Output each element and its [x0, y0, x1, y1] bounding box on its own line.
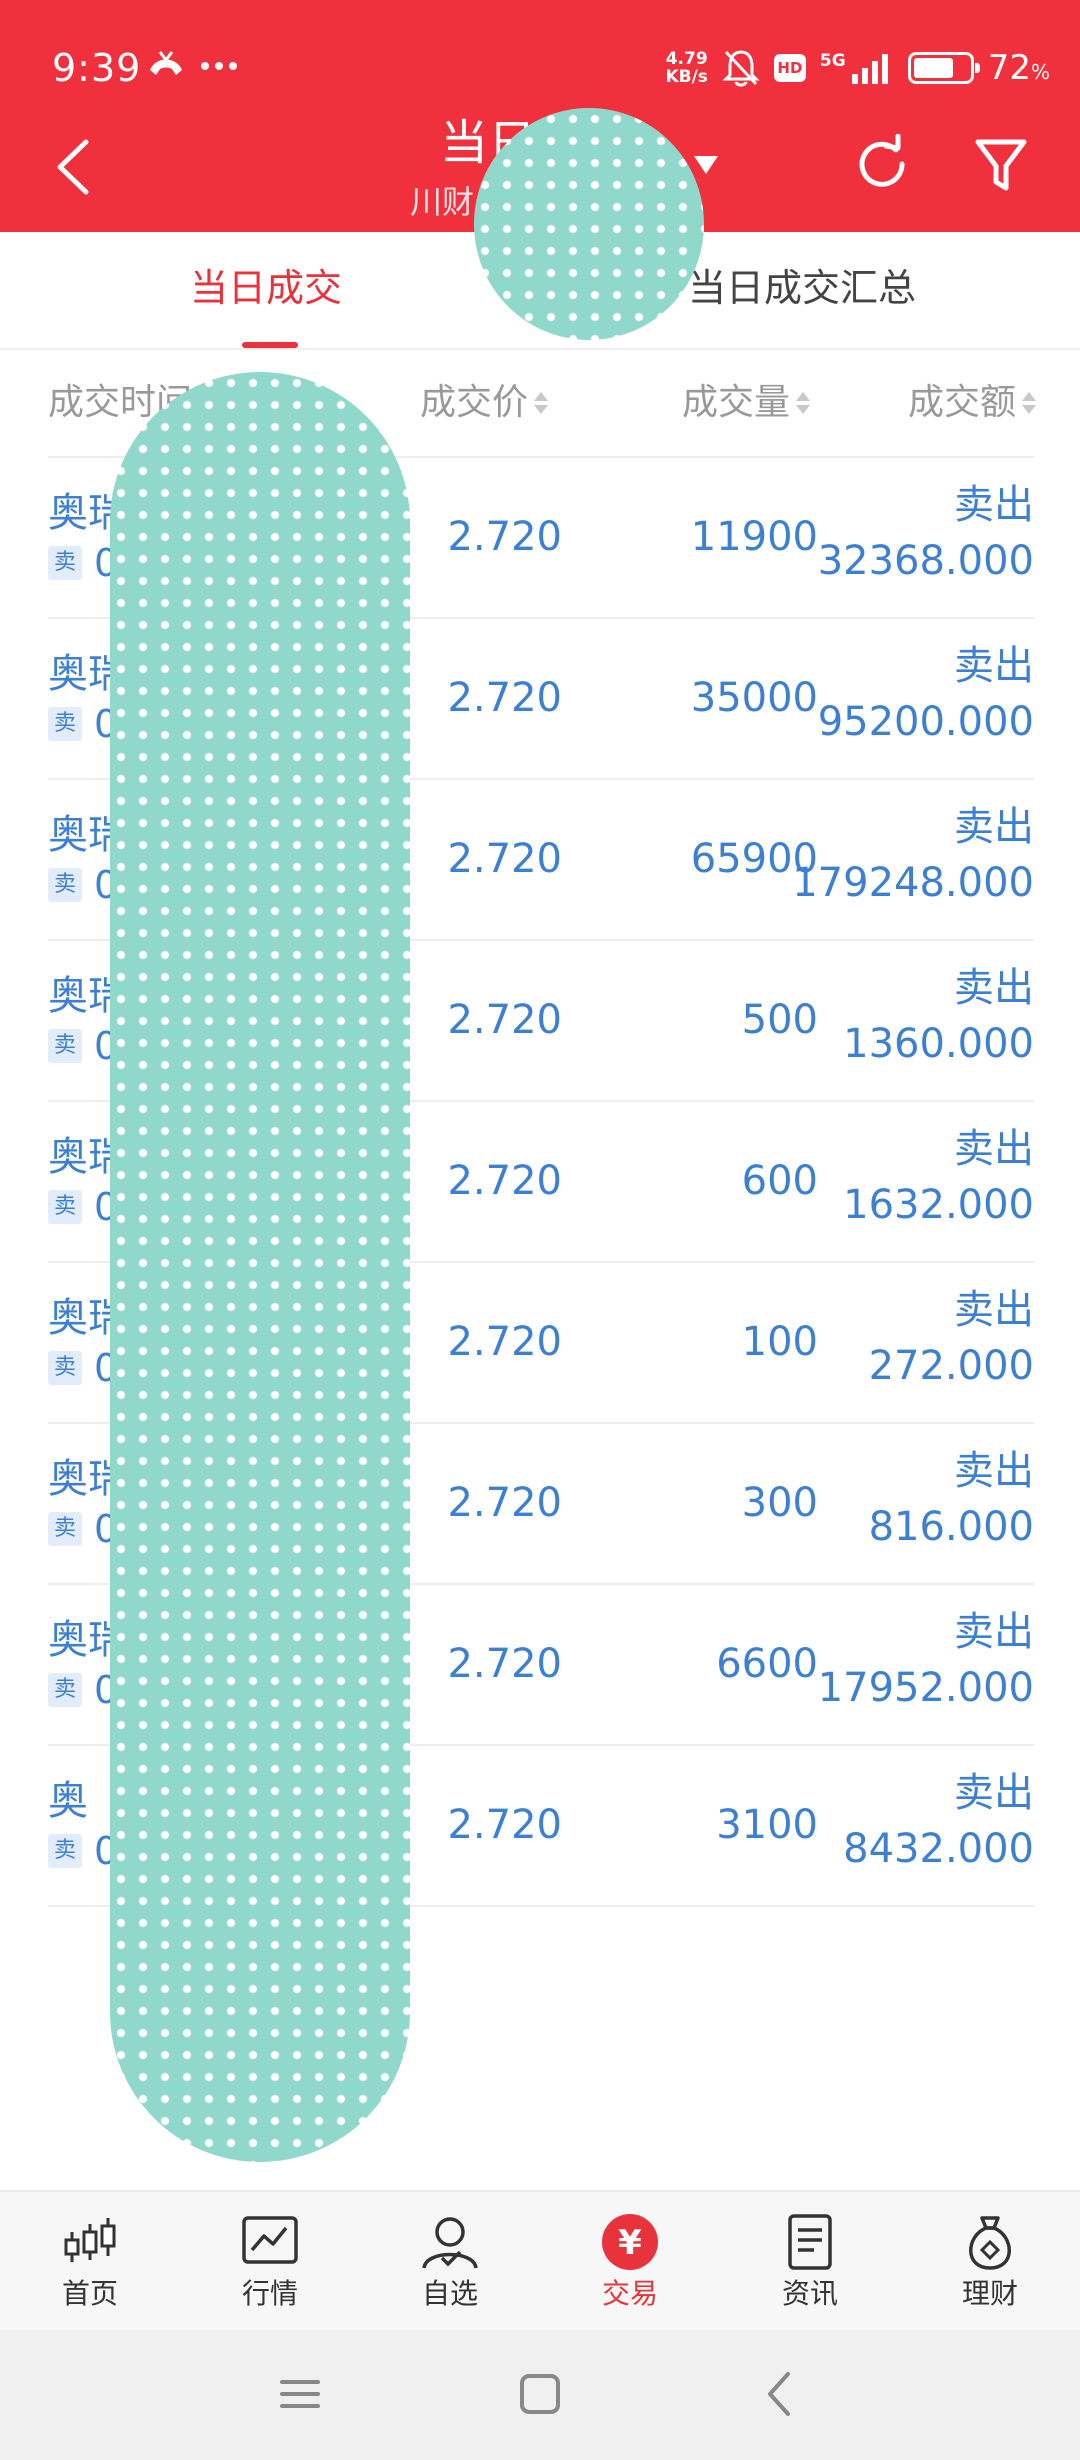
trade-direction: 卖出: [954, 1609, 1034, 1655]
more-dots-icon: [201, 62, 237, 70]
back-arrow-icon[interactable]: [50, 132, 96, 202]
trade-volume: 100: [741, 1319, 818, 1365]
yuan-coin-icon: ¥: [602, 2214, 658, 2270]
candlestick-icon: [64, 2218, 116, 2262]
trade-list: 奥瑞 卖 09 2.720 11900 卖出 32368.000 奥瑞 卖 09…: [48, 458, 1034, 1907]
sort-icon: [534, 392, 548, 414]
sell-badge: 卖: [48, 707, 82, 741]
caret-down-icon: [694, 156, 718, 174]
sell-badge: 卖: [48, 1834, 82, 1868]
trade-price: 2.720: [447, 997, 562, 1043]
tab-daily-summary[interactable]: 当日成交汇总: [688, 266, 917, 310]
redaction-mask: [110, 372, 410, 2162]
trade-price: 2.720: [447, 514, 562, 560]
trade-direction: 卖出: [954, 965, 1034, 1011]
table-row[interactable]: 奥瑞 卖 09 2.720 600 卖出 1632.000: [48, 1102, 1034, 1263]
refresh-icon[interactable]: [852, 134, 912, 194]
bell-muted-icon: [722, 50, 760, 87]
trade-amount: 179248.000: [792, 860, 1034, 906]
column-header-price[interactable]: 成交价: [420, 378, 548, 428]
trade-volume: 65900: [690, 836, 818, 882]
trade-amount: 95200.000: [817, 699, 1034, 745]
trade-volume: 35000: [690, 675, 818, 721]
nav-market[interactable]: 行情: [210, 2212, 330, 2312]
nav-watchlist[interactable]: 自选: [390, 2212, 510, 2312]
sort-icon: [1022, 392, 1036, 414]
account-subtitle: 川财: [410, 183, 475, 221]
nav-trade[interactable]: ¥ 交易: [570, 2212, 690, 2312]
table-row[interactable]: 奥瑞 卖 0 2.720 6600 卖出 17952.000: [48, 1585, 1034, 1746]
trade-volume: 6600: [716, 1641, 818, 1687]
sell-badge: 卖: [48, 546, 82, 580]
trade-volume: 3100: [716, 1802, 818, 1848]
battery-percent: 72%: [987, 48, 1050, 88]
clock: 9:39: [52, 46, 142, 90]
trade-price: 2.720: [447, 1158, 562, 1204]
trade-direction: 卖出: [954, 1448, 1034, 1494]
sell-badge: 卖: [48, 1351, 82, 1385]
trade-volume: 300: [741, 1480, 818, 1526]
trade-amount: 8432.000: [843, 1826, 1034, 1872]
money-bag-icon: [969, 2216, 1011, 2270]
column-header-volume[interactable]: 成交量: [682, 378, 810, 428]
filter-icon[interactable]: [972, 134, 1030, 196]
trade-amount: 32368.000: [817, 538, 1034, 584]
trade-amount: 17952.000: [817, 1665, 1034, 1711]
nav-home[interactable]: 首页: [30, 2212, 150, 2312]
back-icon[interactable]: [750, 2364, 810, 2424]
table-row[interactable]: 奥瑞 卖 09 2.720 35000 卖出 95200.000: [48, 619, 1034, 780]
table-row[interactable]: 奥瑞 卖 09 2.720 300 卖出 816.000: [48, 1424, 1034, 1585]
sell-badge: 卖: [48, 1673, 82, 1707]
trade-direction: 卖出: [954, 643, 1034, 689]
trade-volume: 600: [741, 1158, 818, 1204]
news-document-icon: [788, 2214, 832, 2270]
status-indicators: 4.79 KB/s HD 5G 72%: [665, 44, 1050, 92]
battery-icon: [907, 52, 980, 84]
market-chart-icon: [242, 2216, 298, 2264]
sell-badge: 卖: [48, 868, 82, 902]
trade-amount: 272.000: [868, 1343, 1034, 1389]
trade-amount: 1360.000: [843, 1021, 1034, 1067]
hd-badge: HD: [773, 54, 806, 82]
trade-volume: 500: [741, 997, 818, 1043]
bottom-nav: 首页 行情 自选 ¥ 交易 资讯: [0, 2190, 1080, 2330]
trade-price: 2.720: [447, 1802, 562, 1848]
call-icon: [150, 51, 182, 75]
sell-badge: 卖: [48, 1190, 82, 1224]
trade-price: 2.720: [447, 1480, 562, 1526]
battery-level: [913, 58, 953, 78]
table-row[interactable]: 奥瑞 卖 09 2.720 65900 卖出 179248.000: [48, 780, 1034, 941]
trade-price: 2.720: [447, 675, 562, 721]
trade-direction: 卖出: [954, 804, 1034, 850]
trade-volume: 11900: [690, 514, 818, 560]
svg-text:¥: ¥: [618, 2223, 642, 2263]
table-row[interactable]: 奥 卖 0 2.720 3100 卖出 8432.000: [48, 1746, 1034, 1907]
column-header-amount[interactable]: 成交额: [908, 378, 1036, 428]
trade-amount: 816.000: [868, 1504, 1034, 1550]
stock-name: 奥: [48, 1778, 88, 1824]
nav-wealth[interactable]: 理财: [930, 2212, 1050, 2312]
trade-direction: 卖出: [954, 1770, 1034, 1816]
nav-news[interactable]: 资讯: [750, 2212, 870, 2312]
status-bar: 9:39 4.79 KB/s HD 5G: [0, 0, 1080, 135]
trade-amount: 1632.000: [843, 1182, 1034, 1228]
trade-direction: 卖出: [954, 1126, 1034, 1172]
trade-price: 2.720: [447, 1319, 562, 1365]
redaction-mask: [474, 108, 704, 340]
trade-direction: 卖出: [954, 1287, 1034, 1333]
trade-price: 2.720: [447, 836, 562, 882]
sell-badge: 卖: [48, 1512, 82, 1546]
sort-icon: [796, 392, 810, 414]
net-speed: 4.79 KB/s: [665, 49, 708, 87]
signal-icon: 5G: [820, 52, 894, 84]
home-square-icon[interactable]: [510, 2364, 570, 2424]
user-watchlist-icon: [422, 2217, 478, 2269]
active-tab-indicator: [242, 342, 298, 348]
menu-icon[interactable]: [270, 2364, 330, 2424]
sell-badge: 卖: [48, 1029, 82, 1063]
trade-direction: 卖出: [954, 482, 1034, 528]
system-nav-bar: [0, 2330, 1080, 2460]
tab-daily-trades[interactable]: 当日成交: [190, 266, 343, 310]
trade-price: 2.720: [447, 1641, 562, 1687]
